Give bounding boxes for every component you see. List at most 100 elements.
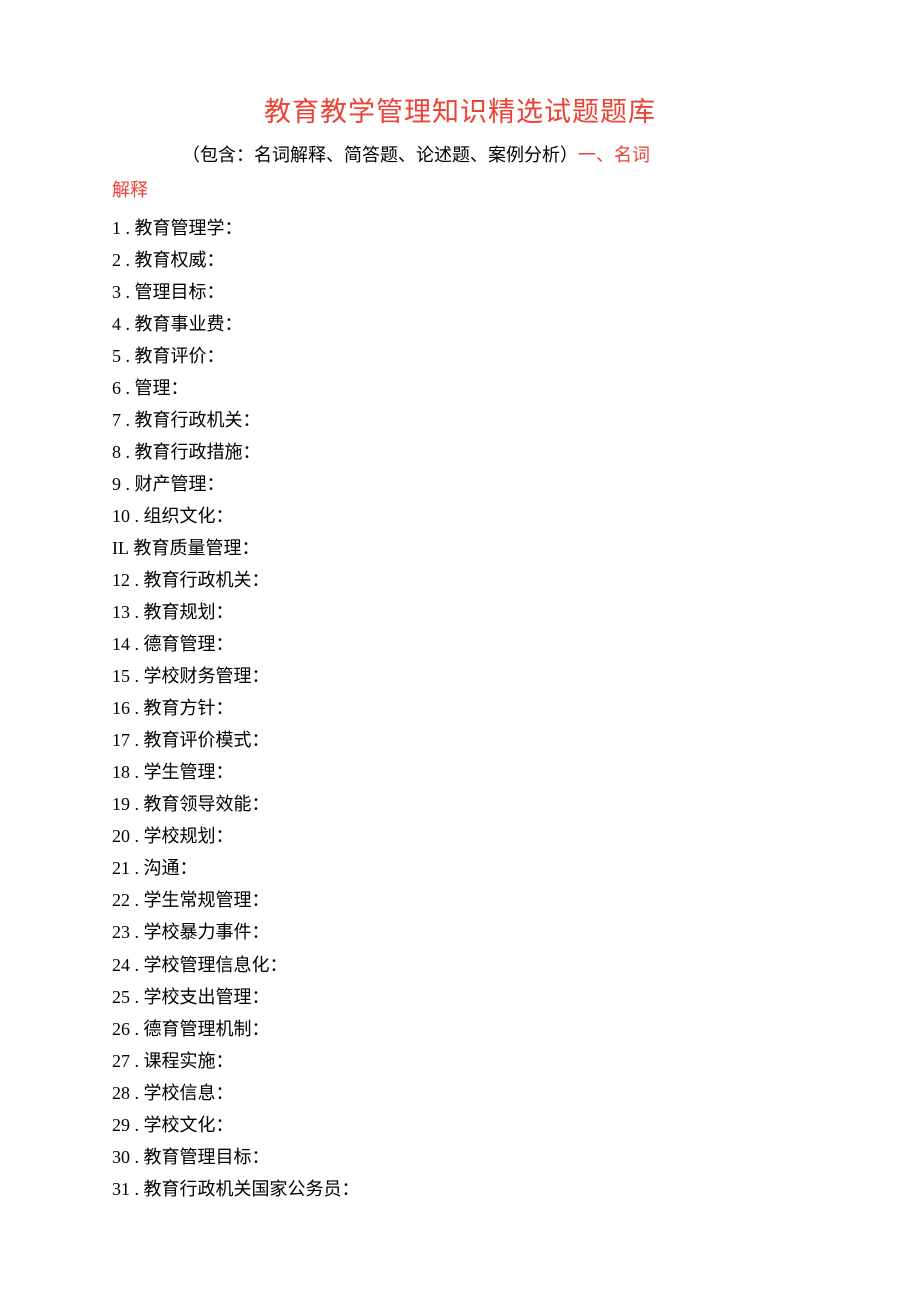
list-item: 6 . 管理： — [112, 372, 808, 404]
item-number: 22 — [112, 890, 130, 910]
list-item: 29 . 学校文化： — [112, 1109, 808, 1141]
document-page: 教育教学管理知识精选试题题库 （包含：名词解释、简答题、论述题、案例分析）一、名… — [0, 0, 920, 1265]
item-number: 2 — [112, 250, 121, 270]
term-list: 1 . 教育管理学：2 . 教育权威：3 . 管理目标：4 . 教育事业费：5 … — [112, 212, 808, 1205]
item-text: . 教育行政机关： — [121, 410, 261, 430]
item-text: . 教育管理学： — [121, 218, 243, 238]
item-text: . 管理： — [121, 378, 189, 398]
list-item: 3 . 管理目标： — [112, 276, 808, 308]
item-number: 23 — [112, 922, 130, 942]
list-item: 10 . 组织文化： — [112, 500, 808, 532]
item-text: . 学校财务管理： — [130, 666, 270, 686]
list-item: 12 . 教育行政机关： — [112, 564, 808, 596]
item-number: 5 — [112, 346, 121, 366]
list-item: 7 . 教育行政机关： — [112, 404, 808, 436]
item-text: . 组织文化： — [130, 506, 234, 526]
item-text: . 学校信息： — [130, 1083, 234, 1103]
list-item: 19 . 教育领导效能： — [112, 788, 808, 820]
item-number: 6 — [112, 378, 121, 398]
item-text: . 教育管理目标： — [130, 1147, 270, 1167]
item-text: . 学校管理信息化： — [130, 955, 288, 975]
list-item: 8 . 教育行政措施： — [112, 436, 808, 468]
list-item: 5 . 教育评价： — [112, 340, 808, 372]
item-number: IL — [112, 538, 129, 558]
item-number: 1 — [112, 218, 121, 238]
list-item: 24 . 学校管理信息化： — [112, 949, 808, 981]
list-item: 27 . 课程实施： — [112, 1045, 808, 1077]
item-number: 8 — [112, 442, 121, 462]
item-text: . 教育方针： — [130, 698, 234, 718]
item-text: . 学校支出管理： — [130, 987, 270, 1007]
item-number: 12 — [112, 570, 130, 590]
item-text: . 沟通： — [130, 858, 198, 878]
item-text: . 学校暴力事件： — [130, 922, 270, 942]
item-number: 16 — [112, 698, 130, 718]
item-text: . 财产管理： — [121, 474, 225, 494]
list-item: 13 . 教育规划： — [112, 596, 808, 628]
item-number: 26 — [112, 1019, 130, 1039]
item-number: 13 — [112, 602, 130, 622]
item-number: 30 — [112, 1147, 130, 1167]
list-item: 4 . 教育事业费： — [112, 308, 808, 340]
item-number: 15 — [112, 666, 130, 686]
item-number: 31 — [112, 1179, 130, 1199]
list-item: 21 . 沟通： — [112, 852, 808, 884]
item-text: . 教育评价模式： — [130, 730, 270, 750]
section-heading-continue: 解释 — [112, 176, 808, 202]
item-number: 29 — [112, 1115, 130, 1135]
list-item: 9 . 财产管理： — [112, 468, 808, 500]
item-number: 20 — [112, 826, 130, 846]
list-item: 20 . 学校规划： — [112, 820, 808, 852]
subtitle-description: （包含：名词解释、简答题、论述题、案例分析） — [182, 145, 578, 165]
item-text: . 教育行政机关： — [130, 570, 270, 590]
document-title: 教育教学管理知识精选试题题库 — [112, 90, 808, 129]
list-item: 22 . 学生常规管理： — [112, 884, 808, 916]
item-text: . 学校规划： — [130, 826, 234, 846]
item-text: . 学校文化： — [130, 1115, 234, 1135]
section-heading-inline: 一、名词 — [578, 145, 650, 165]
item-number: 21 — [112, 858, 130, 878]
item-text: . 学生管理： — [130, 762, 234, 782]
item-text: . 课程实施： — [130, 1051, 234, 1071]
list-item: 1 . 教育管理学： — [112, 212, 808, 244]
list-item: 23 . 学校暴力事件： — [112, 916, 808, 948]
list-item: 14 . 德育管理： — [112, 628, 808, 660]
item-number: 9 — [112, 474, 121, 494]
list-item: 15 . 学校财务管理： — [112, 660, 808, 692]
list-item: 31 . 教育行政机关国家公务员： — [112, 1173, 808, 1205]
item-text: . 学生常规管理： — [130, 890, 270, 910]
item-number: 24 — [112, 955, 130, 975]
item-text: . 管理目标： — [121, 282, 225, 302]
item-number: 28 — [112, 1083, 130, 1103]
item-text: . 教育行政措施： — [121, 442, 261, 462]
list-item: 2 . 教育权威： — [112, 244, 808, 276]
list-item: 18 . 学生管理： — [112, 756, 808, 788]
item-number: 17 — [112, 730, 130, 750]
subtitle-line: （包含：名词解释、简答题、论述题、案例分析）一、名词 — [112, 141, 808, 170]
item-number: 19 — [112, 794, 130, 814]
item-number: 27 — [112, 1051, 130, 1071]
item-number: 14 — [112, 634, 130, 654]
list-item: 30 . 教育管理目标： — [112, 1141, 808, 1173]
list-item: 28 . 学校信息： — [112, 1077, 808, 1109]
list-item: 26 . 德育管理机制： — [112, 1013, 808, 1045]
list-item: 17 . 教育评价模式： — [112, 724, 808, 756]
list-item: IL 教育质量管理： — [112, 532, 808, 564]
item-number: 7 — [112, 410, 121, 430]
item-text: . 教育事业费： — [121, 314, 243, 334]
item-text: . 德育管理： — [130, 634, 234, 654]
item-text: . 教育评价： — [121, 346, 225, 366]
list-item: 25 . 学校支出管理： — [112, 981, 808, 1013]
item-number: 18 — [112, 762, 130, 782]
item-number: 10 — [112, 506, 130, 526]
list-item: 16 . 教育方针： — [112, 692, 808, 724]
item-number: 25 — [112, 987, 130, 1007]
item-text: 教育质量管理： — [129, 538, 260, 558]
item-text: . 教育权威： — [121, 250, 225, 270]
item-text: . 教育规划： — [130, 602, 234, 622]
item-number: 3 — [112, 282, 121, 302]
item-number: 4 — [112, 314, 121, 334]
item-text: . 德育管理机制： — [130, 1019, 270, 1039]
item-text: . 教育领导效能： — [130, 794, 270, 814]
item-text: . 教育行政机关国家公务员： — [130, 1179, 360, 1199]
